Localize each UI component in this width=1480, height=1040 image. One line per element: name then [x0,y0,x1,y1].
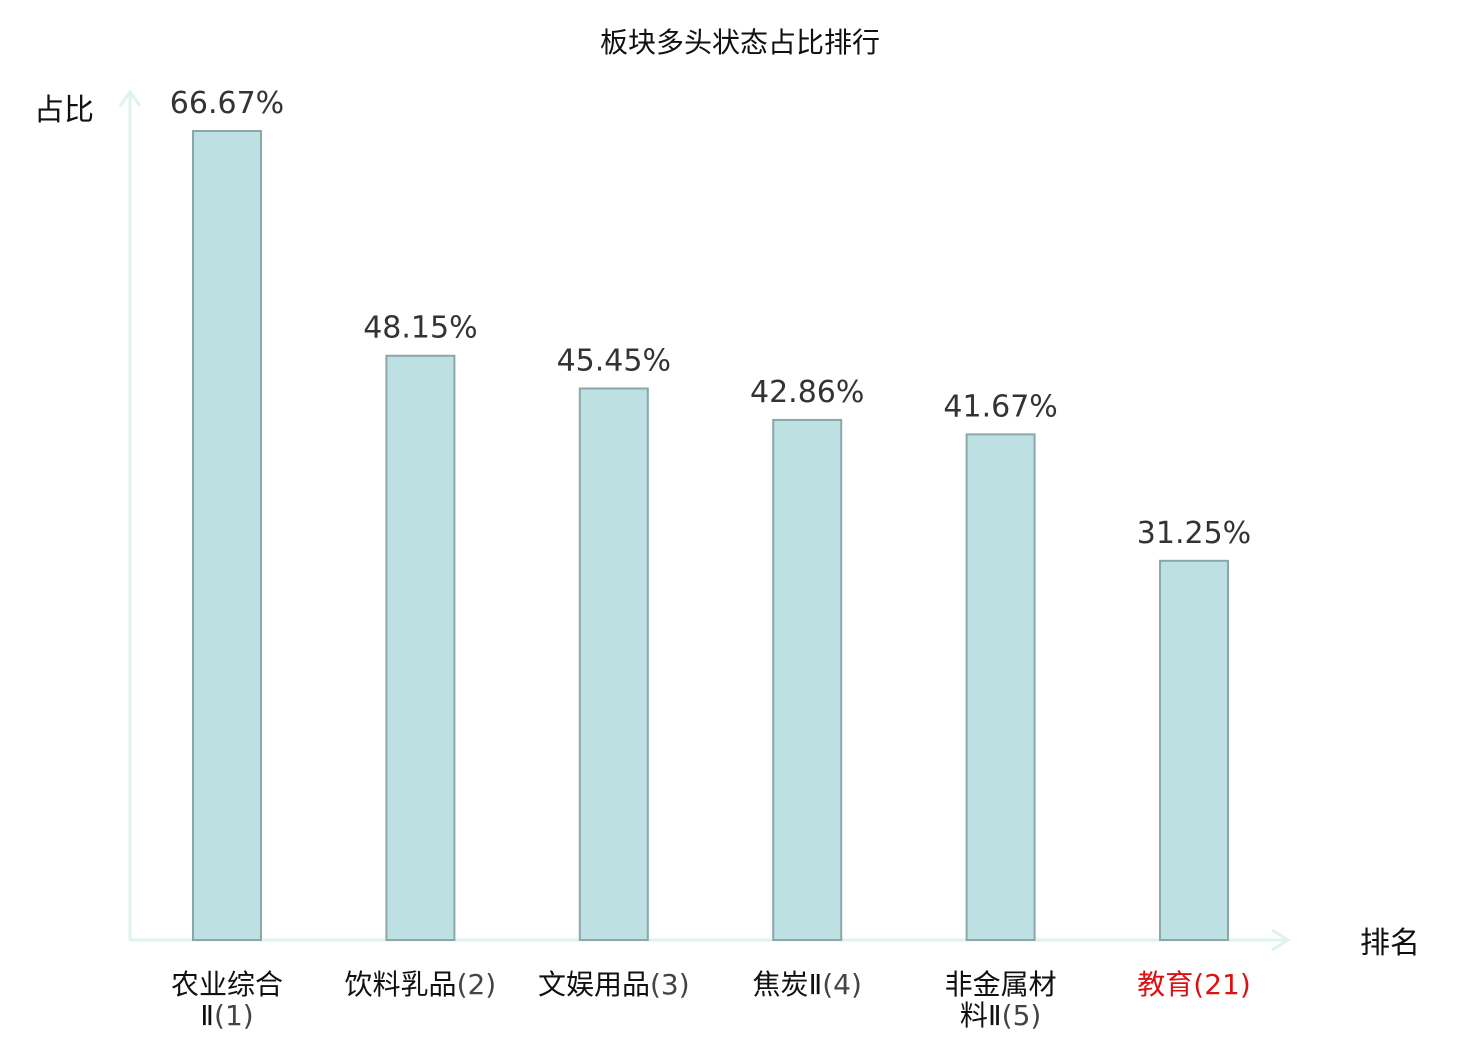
category-label-2: 饮料乳品(2) [345,968,497,1001]
category-label-3: 文娱用品(3) [538,968,690,1001]
chart-title: 板块多头状态占比排行 [600,26,880,59]
bar-4 [772,418,843,941]
value-label-6: 31.25% [1137,516,1251,551]
value-label-4: 42.86% [750,375,864,410]
category-label-1: 农业综合 [171,968,283,1001]
bars-group [192,130,1229,942]
bar-3 [578,387,649,941]
category-label-1-line2: Ⅱ(1) [200,999,253,1032]
bar-1 [192,130,262,941]
value-label-1: 66.67% [170,86,284,121]
bar-6 [1159,559,1229,942]
y-axis-label: 占比 [34,93,94,128]
y-axis-arrow [118,89,142,107]
value-label-3: 45.45% [557,343,671,378]
bar-2 [385,354,456,942]
value-label-5: 41.67% [943,389,1057,424]
category-label-6: 教育(21) [1137,968,1251,1001]
x-axis-label: 排名 [1360,926,1420,961]
bar-5 [965,433,1036,941]
value-label-2: 48.15% [363,311,477,346]
x-axis-arrow [1271,928,1291,952]
value-labels-group: 66.67% 48.15% 45.45% 42.86% 41.67% 31.25% [170,86,1251,551]
category-label-4: 焦炭Ⅱ(4) [752,968,861,1001]
category-label-5: 非金属材 [945,968,1057,1001]
category-label-5-line2: 料Ⅱ(5) [960,999,1041,1032]
